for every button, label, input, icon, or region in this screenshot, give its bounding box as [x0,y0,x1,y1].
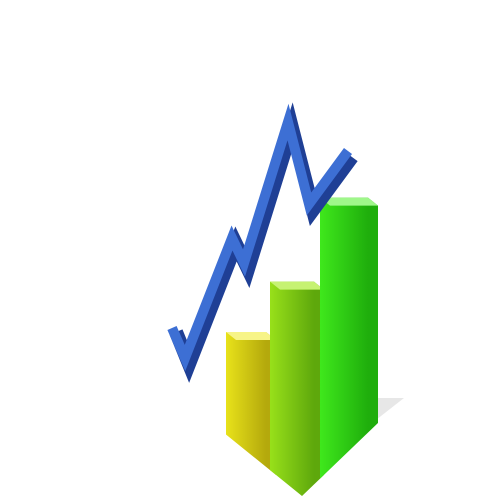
bar-2-top [226,332,276,340]
bar-3 [270,281,324,496]
bar-4-top [320,197,378,206]
bar-4-front [320,197,368,496]
bar-1-side [224,449,234,496]
bar-1-front [188,449,224,496]
bar-1 [188,449,234,496]
bar-group [188,197,378,496]
bar-4 [320,197,378,496]
trend-line-shadow [169,102,358,383]
bar-2 [226,332,276,496]
bar-4-side [368,197,378,496]
bar-3-top [270,281,324,290]
trend-line-main [167,103,353,372]
bar-3-front [270,281,314,496]
trend-line [167,102,358,383]
bar-1-top [188,449,234,458]
bar-2-front [226,332,266,496]
